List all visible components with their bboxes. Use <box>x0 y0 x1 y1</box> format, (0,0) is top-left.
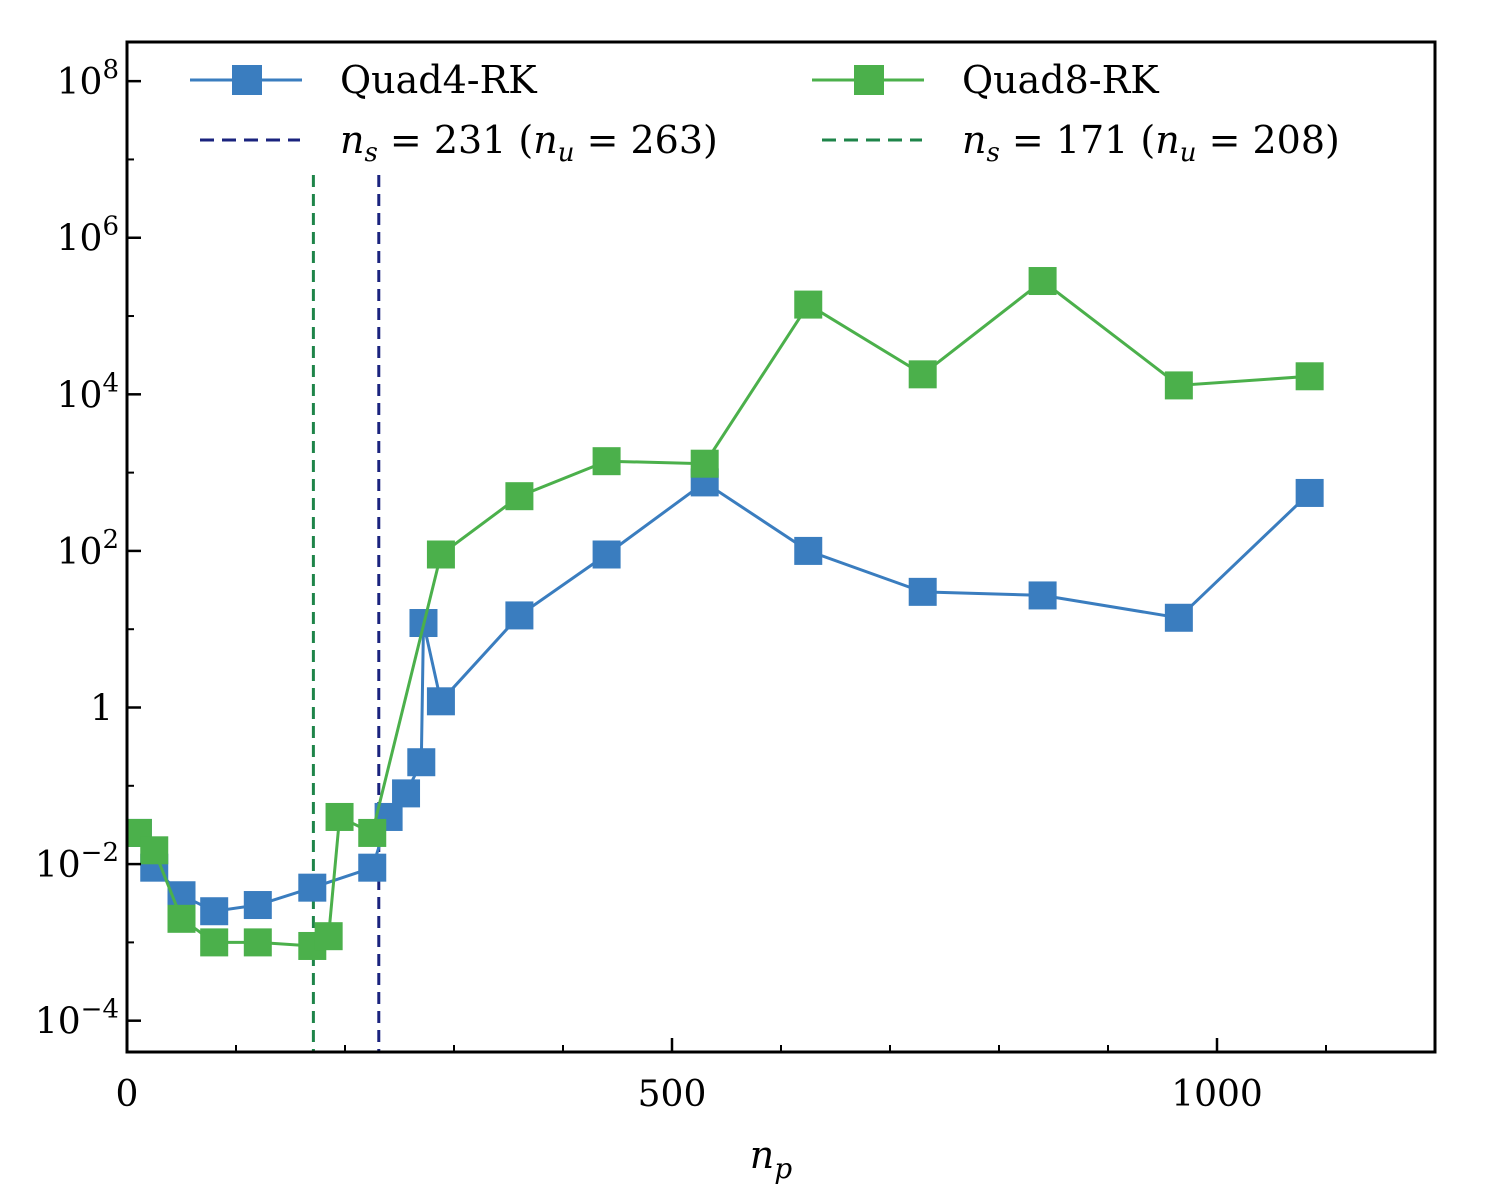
marker-quad4-rk-15 <box>794 536 823 565</box>
marker-quad8-rk-12 <box>690 449 719 478</box>
marker-quad8-rk-9 <box>426 540 455 569</box>
x-axis-title: np <box>750 1133 792 1185</box>
marker-quad4-rk-16 <box>908 577 937 606</box>
x-tick-label-0: 0 <box>116 1074 139 1115</box>
y-tick-label--2: 10−2 <box>35 838 119 886</box>
legend-label-vline-171: ns = 171 (nu = 208) <box>962 118 1340 168</box>
y-tick-label-2: 102 <box>57 525 119 573</box>
marker-quad4-rk-5 <box>298 873 327 902</box>
x-tick-label-500: 500 <box>638 1074 707 1115</box>
y-tick-label-4: 104 <box>57 368 119 416</box>
marker-quad4-rk-6 <box>358 853 387 882</box>
legend-marker-quad4-rk <box>232 65 262 95</box>
marker-quad8-rk-1 <box>140 836 169 865</box>
marker-quad4-rk-17 <box>1028 581 1057 610</box>
marker-quad4-rk-8 <box>392 779 421 808</box>
marker-quad8-rk-3 <box>200 928 229 957</box>
x-tick-label-1000: 1000 <box>1171 1074 1263 1115</box>
marker-quad8-rk-15 <box>1028 267 1057 296</box>
y-tick-label--4: 10−4 <box>35 995 119 1043</box>
axes: 0 500 1000 108 106 104 102 1 10−2 10−4 np <box>35 40 1437 1185</box>
marker-quad8-rk-16 <box>1164 371 1193 400</box>
legend-label-quad8-rk: Quad8-RK <box>962 58 1159 102</box>
marker-quad4-rk-4 <box>243 891 272 920</box>
marker-quad4-rk-19 <box>1295 478 1324 507</box>
marker-quad8-rk-4 <box>243 928 272 957</box>
marker-quad8-rk-17 <box>1295 362 1324 391</box>
marker-quad8-rk-10 <box>505 482 534 511</box>
marker-quad8-rk-6 <box>314 922 343 951</box>
marker-quad8-rk-13 <box>794 290 823 319</box>
marker-quad4-rk-11 <box>426 687 455 716</box>
y-tick-label-6: 106 <box>57 212 119 260</box>
legend: Quad4-RK Quad8-RK ns = 231 (nu = 263) ns = … <box>190 58 1340 168</box>
marker-quad8-rk-11 <box>592 447 621 476</box>
marker-quad8-rk-2 <box>167 904 196 933</box>
y-tick-label-0: 1 <box>90 689 113 730</box>
marker-quad4-rk-12 <box>505 601 534 630</box>
marker-quad8-rk-14 <box>908 360 937 389</box>
legend-label-vline-231: ns = 231 (nu = 263) <box>340 118 718 168</box>
legend-label-quad4-rk: Quad4-RK <box>340 58 537 102</box>
marker-quad8-rk-8 <box>358 818 387 847</box>
marker-quad8-rk-7 <box>325 802 354 831</box>
plot-area <box>127 175 1324 1052</box>
y-tick-label-8: 108 <box>57 55 119 103</box>
marker-quad4-rk-3 <box>200 897 229 926</box>
marker-quad4-rk-13 <box>592 540 621 569</box>
marker-quad4-rk-9 <box>407 748 436 777</box>
legend-marker-quad8-rk <box>854 65 884 95</box>
marker-quad4-rk-18 <box>1164 603 1193 632</box>
